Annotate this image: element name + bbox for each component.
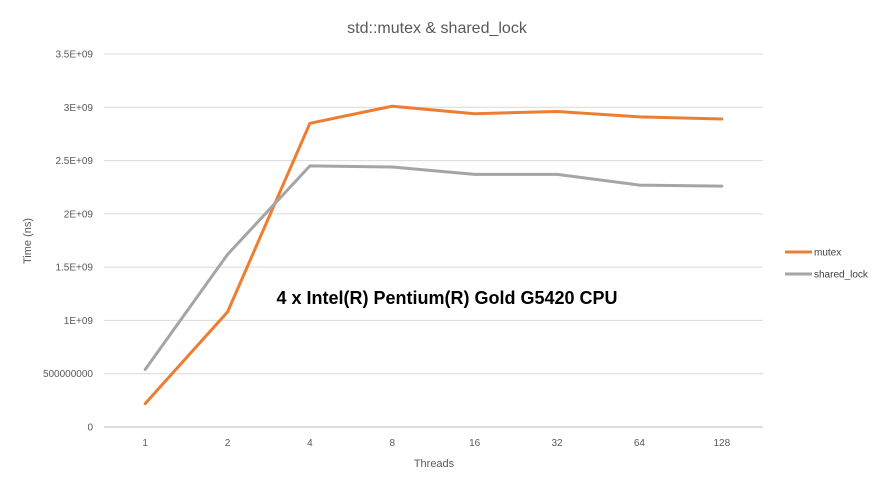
x-axis-title: Threads (414, 458, 455, 470)
y-axis-title: Time (ns) (22, 218, 34, 264)
data-point (308, 164, 311, 167)
y-tick-label: 500000000 (43, 369, 93, 380)
data-point (226, 310, 229, 313)
data-point (391, 105, 394, 108)
y-tick-label: 0 (87, 423, 93, 434)
series-line-shared-lock (143, 164, 724, 371)
data-point (473, 173, 476, 176)
y-tick-label: 2E+09 (64, 209, 94, 220)
y-tick-label: 1.5E+09 (55, 263, 93, 274)
data-point (308, 122, 311, 125)
data-point (638, 115, 641, 118)
gridlines (104, 53, 763, 428)
data-point (226, 253, 229, 256)
legend: mutex shared_lock (785, 248, 869, 281)
y-tick-label: 2.5E+09 (55, 156, 93, 167)
series-line-mutex (143, 104, 724, 406)
x-tick-label: 128 (713, 438, 730, 449)
data-point (720, 118, 723, 121)
x-tick-label: 8 (390, 438, 396, 449)
y-axis-ticks: 0 500000000 1E+09 1.5E+09 2E+09 2.5E+09 3E+09 3… (43, 50, 94, 434)
data-point (556, 173, 559, 176)
y-tick-label: 3.5E+09 (55, 50, 93, 61)
data-point (638, 184, 641, 187)
x-tick-label: 32 (552, 438, 564, 449)
x-tick-label: 4 (307, 438, 313, 449)
data-point (473, 112, 476, 115)
y-tick-label: 3E+09 (64, 103, 94, 114)
cpu-annotation: 4 x Intel(R) Pentium(R) Gold G5420 CPU (276, 288, 617, 308)
data-point (391, 165, 394, 168)
chart-title: std::mutex & shared_lock (347, 20, 528, 37)
x-axis-ticks: 1 2 4 8 16 32 64 128 (142, 438, 730, 449)
x-tick-label: 1 (142, 438, 148, 449)
x-tick-label: 2 (225, 438, 231, 449)
series-lines (143, 104, 724, 406)
y-tick-label: 1E+09 (64, 316, 94, 327)
x-tick-label: 64 (634, 438, 646, 449)
data-point (720, 185, 723, 188)
data-point (144, 402, 147, 405)
legend-label-mutex: mutex (814, 248, 841, 259)
data-point (144, 368, 147, 371)
legend-label-shared-lock: shared_lock (814, 270, 869, 281)
data-point (556, 110, 559, 113)
x-tick-label: 16 (469, 438, 481, 449)
